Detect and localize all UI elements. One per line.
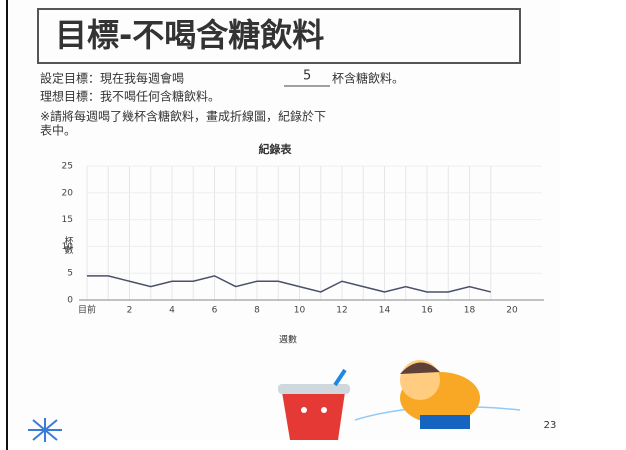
ideal-text: 理想目標：我不喝任何含糖飲料。 bbox=[40, 89, 220, 104]
x-tick-label: 2 bbox=[127, 306, 133, 316]
goal-text: 設定目標：現在我每週會喝 bbox=[40, 71, 184, 86]
y-tick-label: 20 bbox=[62, 188, 74, 198]
x-tick-label: 20 bbox=[506, 306, 518, 316]
goal-number: 5 bbox=[303, 69, 311, 84]
note-text: ※請將每週喝了幾杯含糖飲料，畫成折線圖，紀錄於下 bbox=[40, 109, 326, 124]
y-tick-label: 15 bbox=[62, 215, 73, 225]
x-tick-label: 8 bbox=[254, 306, 260, 316]
y-tick-label: 0 bbox=[67, 296, 73, 306]
x-tick-label: 14 bbox=[379, 306, 391, 316]
page-title: 目標-不喝含糖飲料 bbox=[55, 16, 324, 54]
y-tick-label: 5 bbox=[67, 269, 73, 279]
x-tick-label: 6 bbox=[212, 306, 218, 316]
y-axis-label: 杯數 bbox=[63, 235, 74, 255]
page-number: 23 bbox=[544, 420, 557, 431]
x-tick-label: 4 bbox=[169, 306, 175, 316]
note-text: 表中。 bbox=[40, 123, 76, 138]
cup-illustration bbox=[278, 368, 350, 440]
x-tick-label: 16 bbox=[421, 306, 433, 316]
y-tick-label: 25 bbox=[62, 162, 73, 172]
title-box bbox=[37, 8, 521, 64]
x-tick-label: 12 bbox=[336, 306, 347, 316]
x-tick-label: 10 bbox=[294, 306, 306, 316]
x-tick-label: 目前 bbox=[78, 304, 96, 316]
boy-illustration bbox=[354, 360, 521, 429]
y-tick-label: 10 bbox=[62, 242, 74, 252]
data-line bbox=[87, 275, 491, 293]
asterisk bbox=[28, 418, 62, 442]
x-axis-label: 週數 bbox=[279, 334, 297, 346]
goal-text: 杯含糖飲料。 bbox=[332, 71, 404, 86]
chart-title: 紀錄表 bbox=[259, 142, 293, 156]
x-tick-label: 18 bbox=[464, 306, 476, 316]
